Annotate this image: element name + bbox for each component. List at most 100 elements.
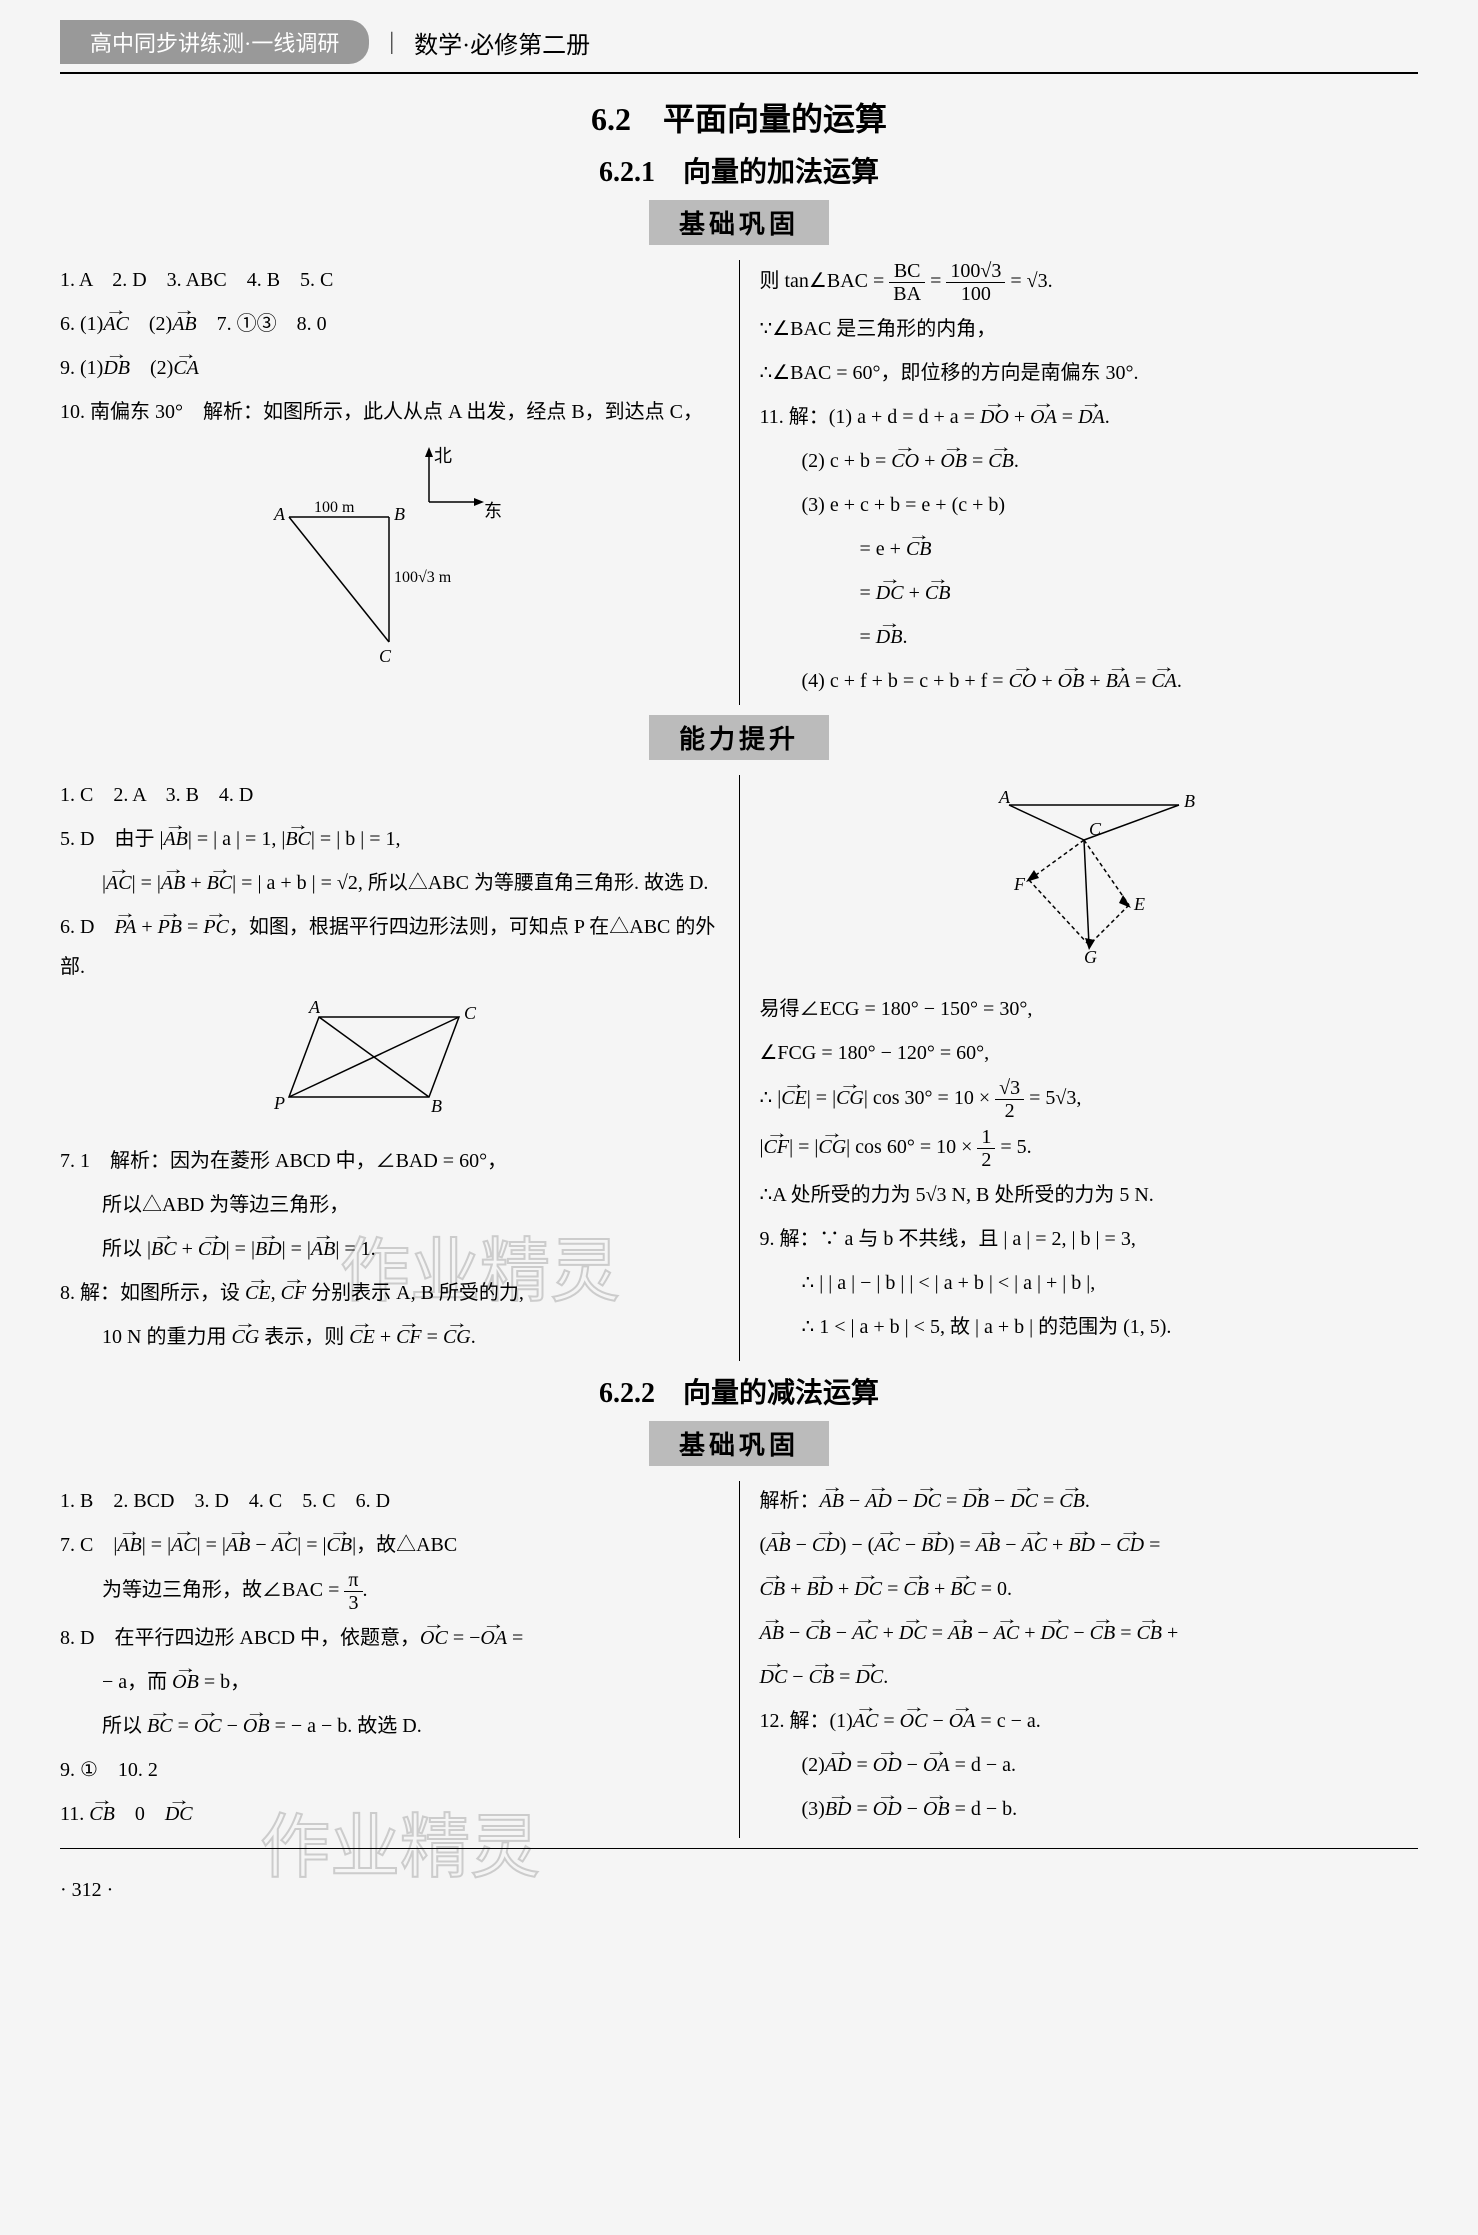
a-7a: 7. 1 解析：因为在菱形 ABCD 中，∠BAD = 60°， [60,1141,719,1181]
a8d: 表示，则 [259,1326,349,1348]
r3: ∴∠BAC = 60°，即位移的方向是南偏东 30°. [760,353,1419,393]
svg-text:100√3 m: 100√3 m [394,569,452,586]
figure-triangle-1: 北 东 A 100 m B 100√3 m C [60,442,719,686]
r-b5: ∴A 处所受的力为 5√3 N, B 处所受的力为 5 N. [760,1175,1419,1215]
vec-AC8: AC [994,1613,1020,1653]
vec-AD: AD [865,1481,892,1521]
vec-CB6: CB [1059,1481,1085,1521]
rb4c: | cos 60° = 10 × [846,1136,977,1158]
vec-DC7: DC [1041,1613,1069,1653]
band-basic-1: 基础巩固 [60,200,1418,245]
r11-3a: (3) e + c + b = e + (c + b) [760,485,1419,525]
vec-CO2: CO [1009,661,1037,701]
r2: ∵∠BAC 是三角形的内角， [760,309,1419,349]
d12d: = d − a. [950,1754,1016,1776]
vec-CG3: CG [836,1078,864,1118]
den-3: 3 [344,1592,362,1614]
a-1-4: 1. C 2. A 3. B 4. D [60,775,719,815]
svg-text:100 m: 100 m [314,499,355,516]
a-7b: 所以△ABD 为等边三角形， [60,1185,719,1225]
r1a: 则 tan∠BAC = [760,270,885,292]
a5b: | = | a | = 1, | [188,828,285,850]
vec-CB11: CB [1136,1613,1162,1653]
col-left-3: 1. B 2. BCD 3. D 4. C 5. C 6. D 7. C |AB… [60,1481,740,1838]
vec-BC4: BC [147,1706,173,1746]
band-basic-label-2: 基础巩固 [649,1421,829,1466]
vec-AB10: AB [760,1613,784,1653]
vec-AB7: AB [820,1481,844,1521]
svg-text:A: A [273,504,286,524]
d1a: 解析： [760,1490,820,1512]
den-100: 100 [946,283,1005,305]
vec-CG4: CG [818,1127,846,1167]
vec-AB4: AB [311,1229,335,1269]
vec-BD3: BD [1068,1525,1095,1565]
vec-DC4: DC [1010,1481,1038,1521]
subsection-title-621: 6.2.1 向量的加法运算 [60,150,1418,190]
vec-DC8: DC [760,1657,788,1697]
vec-AC9: AC [853,1701,879,1741]
vec-CB9: CB [805,1613,831,1653]
section-title: 6.2 平面向量的运算 [60,94,1418,140]
r1b: = √3. [1010,270,1052,292]
vec-AD2: AD [825,1745,852,1785]
a7f: | = 1. [335,1238,375,1260]
r11-3d: = DB. [760,617,1419,657]
c-9: 9. ① 10. 2 [60,1750,719,1790]
svg-text:B: B [1184,791,1195,811]
a6-prefix: 6. (1) [60,313,103,335]
subsection-title-622: 6.2.2 向量的减法运算 [60,1371,1418,1411]
vec-AC5: AC [874,1525,900,1565]
r-b4: |CF| = |CG| cos 60° = 10 × 12 = 5. [760,1126,1419,1171]
vec-CE3: CE [781,1078,807,1118]
r11-1: 11. 解：(1) a + d = d + a = DO + OA = DA. [760,397,1419,437]
r-9a: 9. 解：∵ a 与 b 不共线，且 | a | = 2, | b | = 3, [760,1219,1419,1259]
vec-DC5: DC [854,1569,882,1609]
vec-CB4: CB [327,1525,353,1565]
vec-DB2: DB [876,617,903,657]
svg-text:C: C [464,1003,477,1023]
vec-OA4: OA [923,1745,950,1785]
vec-AC: AC [103,304,129,344]
a7-8: 7. ①③ 8. 0 [217,313,327,335]
vec-CF2: CF [396,1317,422,1357]
num-bc: BC [889,260,925,283]
col-right: 则 tan∠BAC = BCBA = 100√3100 = √3. ∵∠BAC … [760,260,1419,705]
vec-CB7: CB [760,1569,786,1609]
r11-3b-t: = e + [860,538,906,560]
vec-AB3: AB [161,863,185,903]
a-7c: 所以 |BC + CD| = |BD| = |AB| = 1. [60,1229,719,1269]
c11b: 0 [115,1803,165,1825]
r11-3c: = DC + CB [760,573,1419,613]
vec-CG: CG [231,1317,259,1357]
band-ability-1: 能力提升 [60,715,1418,760]
page-number: · 312 · [60,1879,1418,1902]
vec-OA2: OA [480,1618,507,1658]
vec-DC2: DC [165,1794,193,1834]
num-100r3: 100√3 [946,260,1005,283]
vec-OB5: OB [923,1789,950,1829]
vec-AC7: AC [852,1613,878,1653]
vec-CB: CB [988,441,1014,481]
svg-text:P: P [273,1093,285,1113]
vec-BD: BD [255,1229,282,1269]
a7c: 所以 | [102,1238,151,1260]
vec-CB10: CB [1090,1613,1116,1653]
c-8a: 8. D 在平行四边形 ABCD 中，依题意，OC = −OA = [60,1618,719,1658]
c-7: 7. C |AB| = |AC| = |AB − AC| = |CB|，故△AB… [60,1525,719,1565]
header-series: 高中同步讲练测·一线调研 [60,20,369,64]
c7a: 7. C | [60,1534,117,1556]
c-8b: − a，而 OB = b， [60,1662,719,1702]
section-622-basic: 作业精灵 1. B 2. BCD 3. D 4. C 5. C 6. D 7. … [60,1481,1418,1838]
vec-DB3: DB [962,1481,989,1521]
den-2: 2 [995,1100,1024,1122]
r-b1: 易得∠ECG = 180° − 150° = 30°, [760,989,1419,1029]
vec-DO: DO [980,397,1009,437]
num-pi: π [344,1569,362,1592]
vec-AC6: AC [1021,1525,1047,1565]
vec-DC6: DC [899,1613,927,1653]
a8c: 10 N 的重力用 [102,1326,231,1348]
page-header: 高中同步讲练测·一线调研 | 数学·必修第二册 [60,20,1418,74]
section-621-ability: 作业精灵 1. C 2. A 3. B 4. D 5. D 由于 |AB| = … [60,775,1418,1361]
r11-4a: (4) c + f + b = c + b + f = [802,670,1009,692]
